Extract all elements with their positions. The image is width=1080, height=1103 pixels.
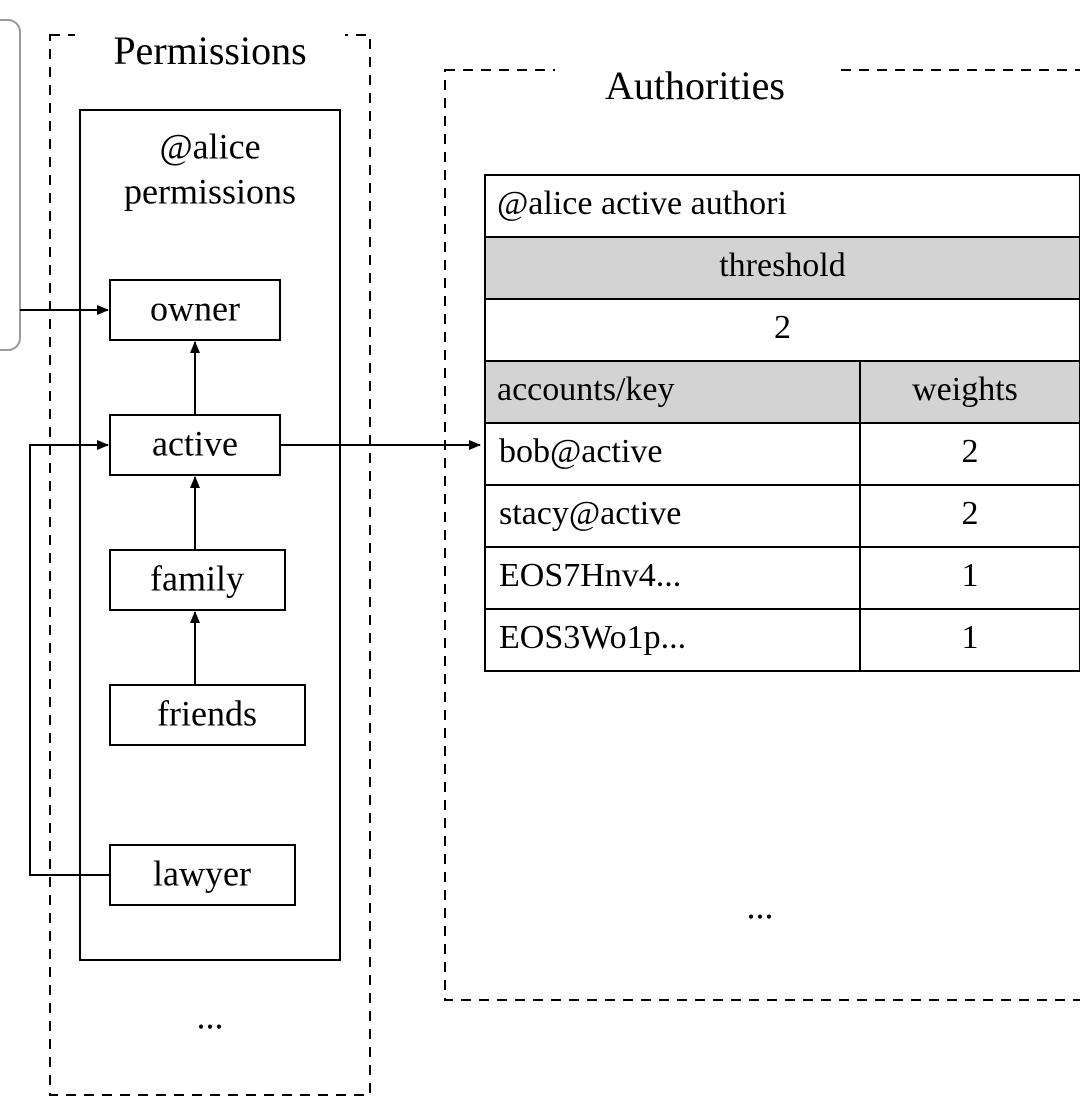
authorities-title: Authorities — [605, 63, 785, 108]
auth-row-account-text: bob@active — [499, 433, 662, 470]
node-family-label: family — [150, 558, 244, 598]
auth-row-account-text: stacy@active — [499, 495, 681, 532]
auth-row-account-text: EOS7Hnv4... — [499, 557, 681, 594]
stub-box — [0, 20, 20, 350]
permissions-ellipsis: ... — [197, 996, 224, 1036]
alice-permissions-title-1: @alice — [159, 126, 260, 166]
alice-permissions-title-2: permissions — [124, 171, 296, 211]
authorities-ellipsis: ... — [747, 886, 774, 926]
node-lawyer-label: lawyer — [153, 853, 251, 893]
node-friends-label: friends — [157, 693, 257, 733]
permissions-title: Permissions — [113, 28, 306, 73]
authorities-table: @alice active authori threshold 2 accounts/… — [485, 175, 1080, 671]
alice-permissions-box — [80, 110, 340, 960]
auth-row-account-text: EOS3Wo1p... — [499, 619, 686, 656]
auth-col-accounts-text: accounts/key — [497, 371, 675, 408]
node-active-label: active — [152, 423, 238, 463]
auth-threshold-value: 2 — [774, 309, 791, 346]
auth-row-weight-text: 2 — [962, 433, 979, 470]
auth-table-header-text: @alice active authori — [497, 185, 787, 222]
auth-row-weight-text: 1 — [962, 557, 979, 594]
auth-col-weights-text: weights — [912, 371, 1018, 408]
auth-row-weight-text: 1 — [962, 619, 979, 656]
auth-row-weight-text: 2 — [962, 495, 979, 532]
node-owner-label: owner — [150, 288, 240, 328]
auth-threshold-label: threshold — [719, 247, 846, 284]
